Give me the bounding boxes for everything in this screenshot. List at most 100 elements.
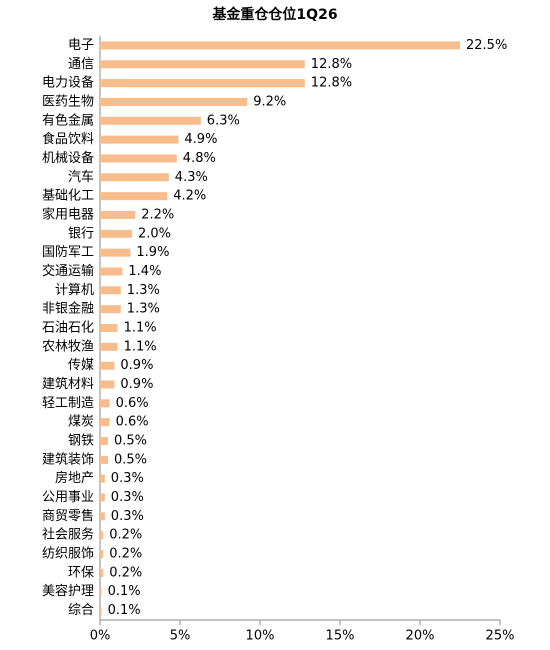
y-tick-label: 建筑材料 [42, 376, 94, 392]
bar [100, 286, 121, 295]
bar [100, 380, 115, 389]
value-label: 0.2% [109, 547, 142, 562]
y-tick-label: 美容护理 [42, 583, 94, 599]
value-label: 0.5% [114, 452, 147, 467]
bar [100, 173, 169, 182]
bar [100, 531, 104, 540]
bar [100, 493, 105, 502]
value-label: 1.1% [124, 321, 157, 336]
x-tick-label: 20% [406, 629, 435, 644]
bar [100, 361, 115, 370]
y-tick-label: 交通运输 [42, 263, 94, 279]
y-tick-label: 食品饮料 [42, 131, 94, 147]
value-label: 1.3% [127, 302, 160, 317]
bar [100, 267, 123, 276]
y-tick-label: 房地产 [55, 470, 94, 486]
bar [100, 324, 118, 332]
value-label: 22.5% [466, 38, 507, 53]
value-label: 6.3% [207, 113, 240, 128]
y-tick-label: 社会服务 [42, 527, 94, 543]
bar [100, 418, 110, 427]
bar [100, 135, 179, 144]
value-label: 2.2% [141, 207, 174, 222]
y-tick-label: 通信 [68, 57, 94, 72]
bar [100, 568, 104, 577]
chart-title: 基金重仓仓位1Q26 [212, 6, 337, 23]
bar [100, 192, 168, 201]
y-tick-label: 机械设备 [42, 150, 94, 166]
y-tick-label: 环保 [68, 565, 94, 580]
y-tick-label: 建筑装饰 [42, 451, 94, 467]
y-tick-label: 国防军工 [42, 244, 94, 260]
value-label: 12.8% [311, 57, 352, 72]
value-label: 1.4% [128, 264, 161, 279]
y-tick-label: 综合 [68, 603, 94, 618]
value-label: 4.2% [173, 189, 206, 204]
value-label: 1.1% [124, 339, 157, 354]
value-label: 0.1% [108, 603, 141, 618]
bar [100, 342, 118, 351]
value-label: 4.3% [175, 170, 208, 185]
bar [100, 210, 136, 219]
y-tick-label: 钢铁 [68, 434, 94, 449]
value-label: 0.3% [111, 471, 144, 486]
y-tick-label: 电子 [68, 38, 94, 53]
value-label: 0.9% [120, 358, 153, 373]
bar [100, 399, 110, 408]
x-tick-label: 10% [246, 629, 275, 644]
y-tick-label: 银行 [68, 226, 94, 241]
bar [100, 154, 177, 163]
bar [100, 455, 108, 464]
y-tick-label: 轻工制造 [42, 396, 94, 411]
y-tick-label: 基础化工 [42, 189, 94, 204]
y-tick-label: 电力设备 [42, 75, 94, 91]
value-label: 0.3% [111, 490, 144, 505]
bar [100, 587, 102, 596]
bar [100, 229, 132, 238]
value-label: 4.9% [184, 132, 217, 147]
value-label: 0.2% [109, 565, 142, 580]
y-tick-label: 纺织服饰 [42, 547, 94, 562]
bar [100, 248, 131, 257]
y-tick-label: 有色金属 [42, 112, 94, 128]
bar [100, 550, 104, 559]
value-label: 0.6% [116, 396, 149, 411]
y-tick-label: 商贸零售 [42, 508, 94, 524]
value-label: 2.0% [138, 226, 171, 241]
value-label: 1.3% [127, 283, 160, 298]
bar [100, 41, 460, 50]
bar [100, 60, 305, 69]
value-label: 1.9% [136, 245, 169, 260]
bar [100, 474, 105, 483]
y-tick-label: 农林牧渔 [42, 339, 94, 354]
value-label: 0.1% [108, 584, 141, 599]
bar [100, 512, 105, 521]
x-tick-label: 0% [90, 629, 111, 644]
x-tick-label: 25% [486, 629, 515, 644]
bar [100, 305, 121, 314]
bar [100, 116, 201, 125]
x-tick-label: 5% [170, 629, 191, 644]
bar [100, 79, 305, 88]
bar [100, 606, 102, 615]
value-label: 4.8% [183, 151, 216, 166]
value-label: 0.6% [116, 415, 149, 430]
x-tick-label: 15% [326, 629, 355, 644]
y-tick-label: 石油石化 [42, 321, 94, 336]
y-tick-label: 家用电器 [42, 206, 94, 222]
value-label: 0.2% [109, 528, 142, 543]
value-label: 0.9% [120, 377, 153, 392]
y-tick-label: 医药生物 [42, 94, 94, 109]
value-label: 0.3% [111, 509, 144, 524]
y-tick-label: 计算机 [55, 283, 94, 298]
y-tick-label: 汽车 [68, 169, 94, 185]
bar [100, 437, 108, 446]
value-label: 0.5% [114, 434, 147, 449]
bar [100, 97, 248, 106]
y-tick-label: 公用事业 [42, 490, 94, 505]
y-tick-label: 非银金融 [42, 301, 94, 317]
y-tick-label: 煤炭 [68, 415, 94, 430]
y-tick-label: 传媒 [68, 358, 94, 373]
value-label: 12.8% [311, 76, 352, 91]
